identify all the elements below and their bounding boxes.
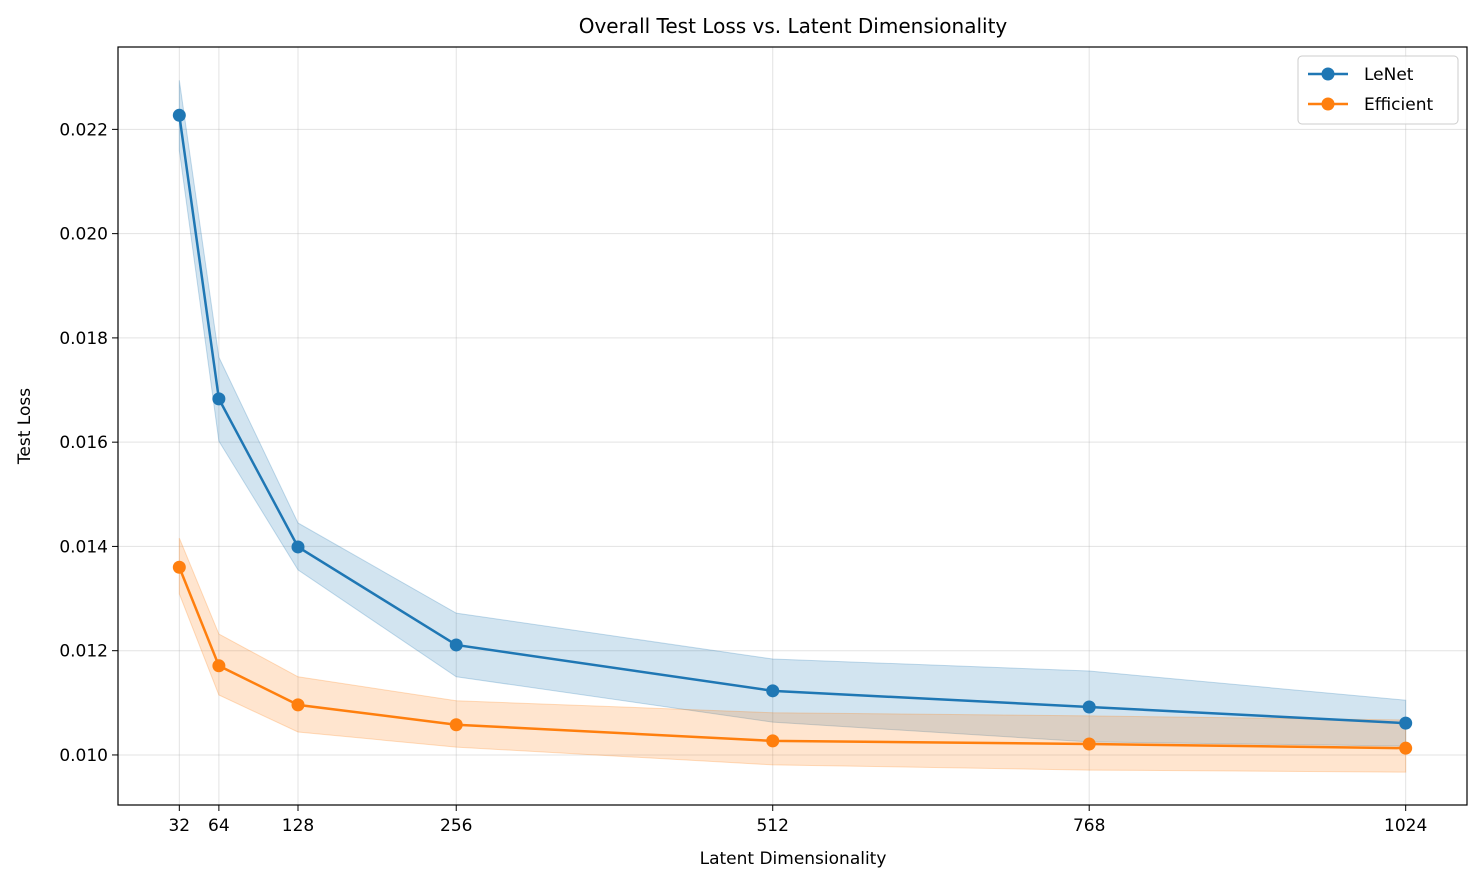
x-tick-label: 256 <box>440 816 472 836</box>
point-efficient <box>1399 741 1413 755</box>
y-tick-label: 0.022 <box>59 120 108 140</box>
legend-marker <box>1321 67 1335 81</box>
x-tick-label: 64 <box>208 816 230 836</box>
point-lenet <box>1399 716 1413 730</box>
point-efficient <box>291 698 305 712</box>
series-lines <box>172 108 1413 755</box>
band-lenet <box>178 80 1407 747</box>
y-tick-label: 0.012 <box>59 642 108 662</box>
point-lenet <box>449 638 463 652</box>
y-tick-label: 0.020 <box>59 225 108 245</box>
y-axis-label: Test Loss <box>15 388 35 465</box>
y-tick-label: 0.014 <box>59 537 108 557</box>
point-efficient <box>766 734 780 748</box>
point-efficient <box>1082 737 1096 751</box>
legend-label: Efficient <box>1364 95 1433 115</box>
point-lenet <box>212 392 226 406</box>
y-tick-label: 0.018 <box>59 329 108 349</box>
legend: LeNet Efficient <box>1297 55 1459 125</box>
confidence-bands <box>178 80 1407 773</box>
line-lenet <box>178 115 1406 725</box>
legend-marker <box>1321 97 1335 111</box>
point-efficient <box>449 718 463 732</box>
x-axis: 32 64 128 256 512 768 1024 <box>168 805 1427 836</box>
point-lenet <box>291 540 305 554</box>
point-efficient <box>172 560 186 574</box>
band-efficient <box>178 537 1407 773</box>
x-axis-label: Latent Dimensionality <box>700 849 887 869</box>
point-lenet <box>766 684 780 698</box>
x-tick-label: 128 <box>282 816 314 836</box>
x-tick-label: 32 <box>168 816 190 836</box>
x-tick-label: 1024 <box>1384 816 1427 836</box>
point-lenet <box>1082 700 1096 714</box>
point-efficient <box>212 659 226 673</box>
y-axis: 0.010 0.012 0.014 0.016 0.018 0.020 0.022 <box>59 120 118 766</box>
legend-label: LeNet <box>1364 65 1414 85</box>
x-tick-label: 512 <box>756 816 788 836</box>
grid <box>118 47 1467 805</box>
x-tick-label: 768 <box>1073 816 1105 836</box>
y-tick-label: 0.016 <box>59 433 108 453</box>
plot-frame <box>117 46 1468 806</box>
point-lenet <box>172 108 186 122</box>
chart-title: Overall Test Loss vs. Latent Dimensional… <box>579 14 1008 38</box>
y-tick-label: 0.010 <box>59 746 108 766</box>
